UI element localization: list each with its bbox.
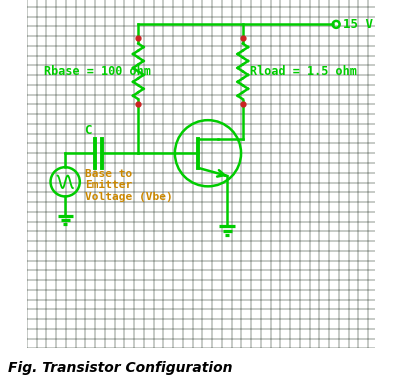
Text: Fig. Transistor Configuration: Fig. Transistor Configuration <box>8 361 232 375</box>
Text: Base to
Emitter
Voltage (Vbe): Base to Emitter Voltage (Vbe) <box>85 169 173 202</box>
Text: Rload = 1.5 ohm: Rload = 1.5 ohm <box>250 65 356 78</box>
Text: C: C <box>84 124 91 137</box>
Text: 15 V: 15 V <box>342 18 372 31</box>
Text: Rbase = 100 ohm: Rbase = 100 ohm <box>44 65 151 78</box>
